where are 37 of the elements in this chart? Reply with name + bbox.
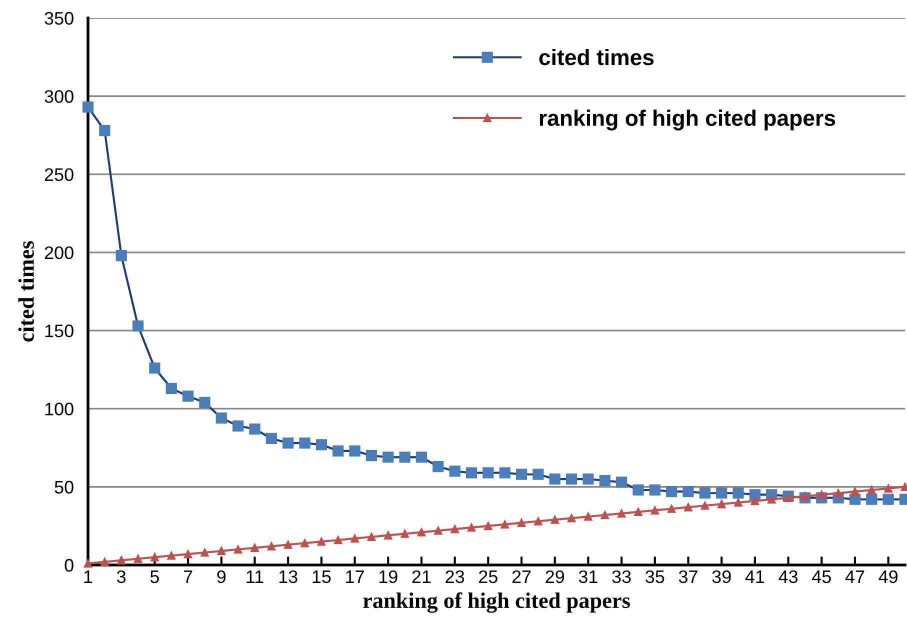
x-tick-label: 43 (778, 570, 798, 584)
y-tick-label: 350 (44, 12, 74, 25)
y-tick-label: 0 (64, 558, 74, 572)
x-tick-label: 29 (546, 570, 564, 584)
y-tick-label: 250 (44, 168, 74, 182)
x-tick-label: 9 (217, 570, 226, 584)
x-tick-label: 23 (446, 570, 464, 584)
x-axis-title: ranking of high cited papers (363, 592, 630, 613)
x-tick-label: 1 (84, 570, 92, 583)
legend-label: cited times (539, 48, 654, 66)
x-tick-label: 7 (184, 570, 192, 583)
x-tick-label: 21 (412, 570, 431, 583)
y-tick-label: 50 (54, 480, 74, 494)
legend-label: ranking of high cited papers (540, 110, 836, 130)
x-tick-label: 41 (745, 570, 764, 583)
x-tick-label: 45 (812, 570, 831, 584)
x-tick-label: 33 (612, 570, 631, 584)
x-tick-label: 11 (246, 570, 264, 583)
x-tick-label: 35 (646, 570, 664, 584)
y-tick-label: 200 (44, 246, 74, 260)
x-tick-label: 19 (379, 570, 398, 584)
y-axis-title: cited times (18, 241, 34, 342)
x-tick-label: 47 (845, 570, 864, 583)
x-tick-label: 27 (512, 570, 531, 583)
x-tick-label: 3 (117, 570, 126, 584)
y-tick-label: 300 (44, 90, 74, 103)
x-tick-label: 39 (712, 570, 731, 584)
x-tick-label: 49 (878, 570, 898, 584)
x-tick-label: 15 (312, 570, 331, 584)
y-tick-label: 150 (45, 324, 74, 338)
x-tick-label: 5 (150, 570, 159, 584)
y-tick-label: 100 (45, 402, 74, 416)
x-tick-label: 17 (346, 570, 364, 583)
x-tick-label: 13 (279, 570, 298, 584)
x-tick-label: 31 (578, 570, 598, 584)
x-tick-label: 37 (678, 570, 698, 584)
x-tick-label: 25 (479, 570, 498, 584)
